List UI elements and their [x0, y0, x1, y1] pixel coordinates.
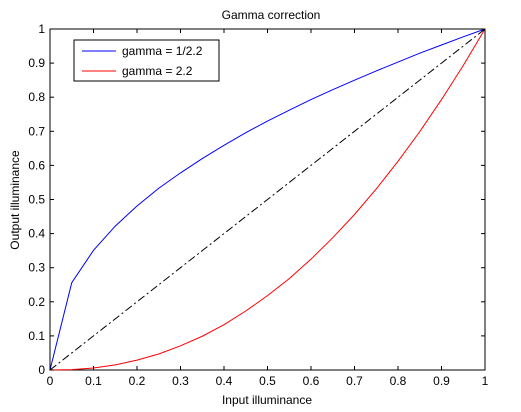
series-line-gamma-1-2-2 [49, 28, 486, 371]
x-tick-label: 0.2 [129, 374, 146, 388]
y-tick-label: 0.1 [28, 329, 45, 343]
x-axis-label: Input illuminance [222, 393, 312, 407]
y-tick-label: 0.9 [28, 56, 45, 70]
y-tick-label: 0.8 [28, 90, 45, 104]
y-tick-label: 0.3 [28, 261, 45, 275]
chart-title: Gamma correction [222, 8, 321, 22]
x-tick-label: 0.8 [390, 374, 407, 388]
x-axis-ticks: 0 0.1 0.2 0.3 0.4 0.5 0.6 0.7 0.8 0.9 1 [47, 29, 489, 388]
x-tick-label: 0.9 [433, 374, 450, 388]
legend-label-gamma-inverse: gamma = 1/2.2 [122, 44, 203, 58]
series-layer [49, 28, 486, 371]
legend: gamma = 1/2.2 gamma = 2.2 [73, 39, 220, 82]
y-axis-ticks: 0 0.1 0.2 0.3 0.4 0.5 0.6 0.7 0.8 0.9 1 [28, 22, 485, 377]
x-tick-label: 1 [482, 374, 489, 388]
y-tick-label: 0.4 [28, 227, 45, 241]
series-line-gamma-2-2 [49, 28, 486, 371]
x-tick-label: 0.1 [85, 374, 102, 388]
x-tick-label: 0.7 [346, 374, 363, 388]
x-tick-label: 0.5 [259, 374, 276, 388]
y-tick-label: 0.7 [28, 124, 45, 138]
y-tick-label: 0.6 [28, 158, 45, 172]
y-tick-label: 0.2 [28, 295, 45, 309]
y-tick-label: 0 [38, 363, 45, 377]
legend-label-gamma: gamma = 2.2 [122, 64, 193, 78]
y-tick-label: 0.5 [28, 193, 45, 207]
series-line-identity-reference [49, 28, 486, 371]
x-tick-label: 0.6 [303, 374, 320, 388]
y-tick-label: 1 [38, 22, 45, 36]
y-axis-label: Output illuminance [8, 150, 22, 250]
x-tick-label: 0.3 [172, 374, 189, 388]
legend-box [73, 39, 220, 82]
x-tick-label: 0 [47, 374, 54, 388]
x-tick-label: 0.4 [216, 374, 233, 388]
